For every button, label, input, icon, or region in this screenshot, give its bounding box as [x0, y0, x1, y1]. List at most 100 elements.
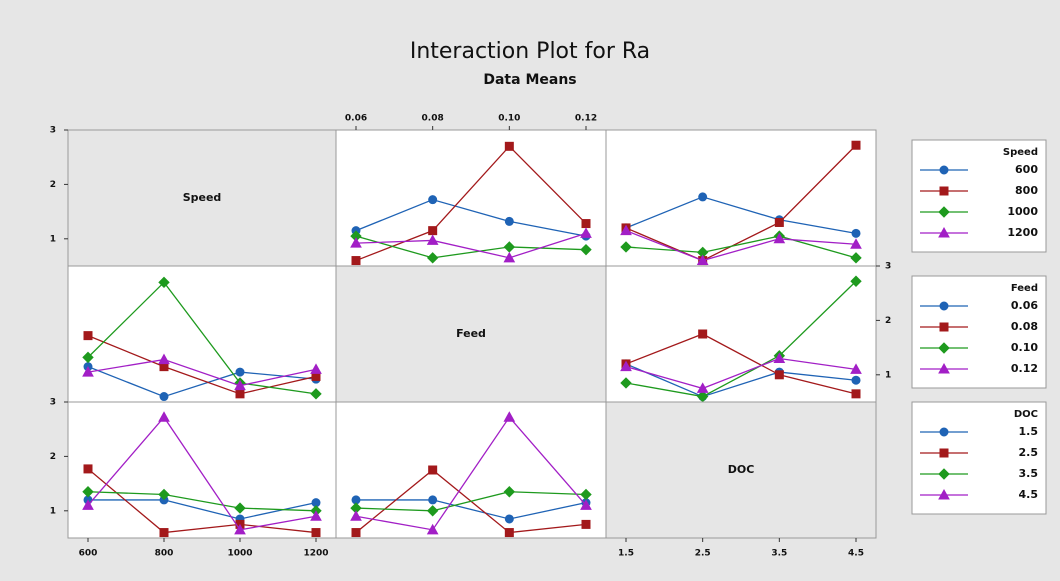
legend-label: 600	[1015, 163, 1038, 176]
legend-marker	[938, 362, 950, 374]
marker	[851, 375, 861, 385]
marker	[234, 523, 246, 535]
marker	[428, 495, 438, 505]
marker	[580, 243, 592, 256]
series-line	[356, 499, 587, 520]
panel	[605, 265, 877, 403]
marker	[82, 499, 94, 510]
legend-label: 0.12	[1011, 362, 1038, 375]
marker	[696, 254, 709, 266]
marker	[850, 275, 862, 287]
x-tick-label: 600	[79, 549, 98, 559]
marker	[158, 488, 170, 501]
marker	[503, 486, 516, 498]
marker	[159, 392, 169, 402]
marker	[580, 227, 592, 238]
series-line	[87, 358, 317, 387]
y-tick-label: 1	[50, 506, 56, 516]
series-line	[625, 196, 857, 235]
marker	[851, 140, 861, 150]
x-tick-label: 800	[155, 549, 174, 559]
y-tick-label: 1	[50, 234, 56, 244]
legend-marker	[939, 427, 949, 437]
marker	[82, 486, 94, 498]
legend-label: 2.5	[1019, 446, 1039, 459]
legend-marker	[938, 488, 950, 500]
x-tick-label: 0.06	[345, 114, 367, 124]
marker	[620, 360, 632, 372]
panel	[67, 265, 337, 403]
series-line	[87, 416, 317, 531]
series-line	[87, 335, 317, 395]
marker	[850, 363, 862, 374]
series-line	[87, 468, 317, 534]
legend-marker	[938, 468, 950, 480]
marker	[851, 228, 861, 238]
diagonal-panel	[67, 129, 337, 267]
marker	[426, 234, 439, 245]
legend-label: 0.08	[1011, 320, 1038, 333]
legend-label: 1.5	[1019, 425, 1039, 438]
x-tick-label: 0.08	[422, 114, 444, 124]
panel	[335, 401, 607, 539]
x-tick-label: 1.5	[618, 549, 634, 559]
x-tick-label: 0.12	[575, 114, 597, 124]
legend-title: Feed	[1011, 283, 1038, 294]
y-tick-label: 2	[50, 452, 56, 462]
marker	[234, 502, 246, 514]
legend-label: 800	[1015, 184, 1038, 197]
marker	[698, 192, 708, 202]
series-line	[355, 232, 587, 259]
marker	[310, 363, 322, 374]
diagonal-panel	[335, 265, 607, 403]
marker	[428, 465, 438, 475]
marker	[235, 389, 245, 399]
marker	[580, 499, 592, 510]
series-line	[625, 144, 857, 262]
panel	[335, 129, 607, 267]
marker	[851, 389, 861, 399]
marker	[158, 411, 170, 422]
marker	[426, 523, 439, 535]
legend-label: 1000	[1007, 205, 1038, 218]
legend-title: DOC	[1014, 409, 1038, 420]
legend-marker	[939, 301, 949, 311]
x-tick-label: 3.5	[771, 549, 787, 559]
series-line	[625, 235, 857, 259]
marker	[350, 237, 362, 248]
marker	[311, 528, 321, 538]
marker	[158, 353, 170, 365]
marker	[504, 216, 514, 226]
series-line	[625, 363, 857, 398]
series-line	[87, 281, 317, 395]
marker	[504, 528, 514, 538]
marker	[620, 241, 632, 253]
marker	[581, 519, 591, 529]
legend-title: Speed	[1003, 147, 1038, 158]
x-tick-label: 1000	[227, 549, 252, 559]
legend-marker	[939, 186, 949, 196]
legend-marker	[938, 206, 950, 218]
marker	[234, 379, 246, 391]
marker	[350, 510, 362, 521]
marker	[773, 232, 786, 244]
series-line	[625, 230, 857, 262]
marker	[698, 329, 708, 339]
marker	[310, 510, 322, 521]
series-line	[87, 366, 317, 398]
marker	[503, 251, 516, 263]
marker	[774, 370, 784, 380]
panel	[67, 401, 337, 539]
marker	[83, 331, 93, 341]
marker	[428, 226, 438, 236]
legend-label: 0.06	[1011, 299, 1038, 312]
y-tick-label: 3	[50, 398, 56, 408]
legend-label: 3.5	[1019, 467, 1039, 480]
legend-label: 4.5	[1019, 488, 1039, 501]
marker	[773, 352, 786, 363]
x-tick-label: 0.10	[498, 114, 520, 124]
legend-marker	[938, 342, 950, 354]
marker	[351, 528, 361, 538]
series-line	[625, 333, 857, 395]
